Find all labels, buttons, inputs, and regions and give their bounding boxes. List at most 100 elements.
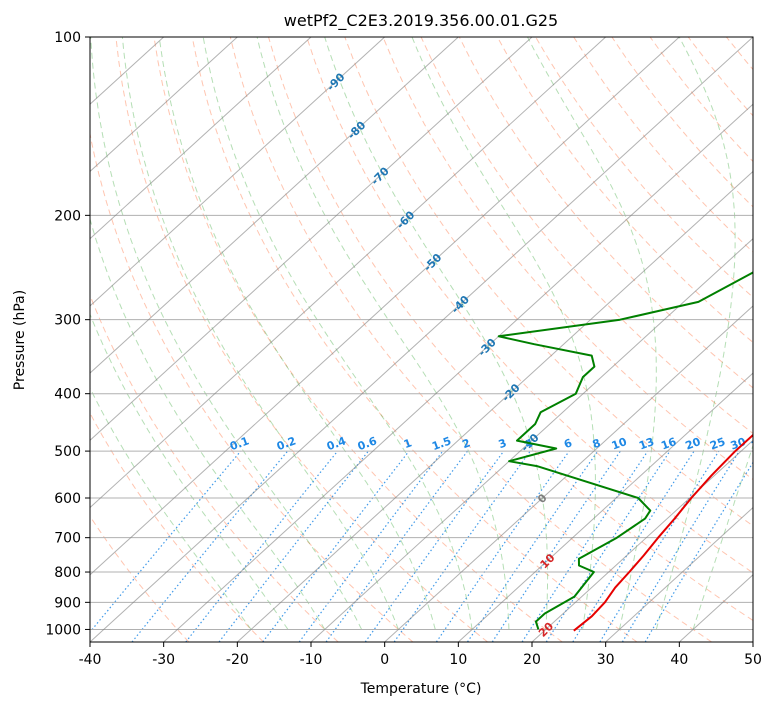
dry-adiabat-line <box>268 37 753 622</box>
moist-adiabat-line <box>90 313 289 630</box>
isotherm-line <box>90 37 533 442</box>
y-tick-label: 800 <box>54 565 81 581</box>
x-tick-label: -30 <box>152 652 175 668</box>
mixing-ratio-line <box>262 450 410 642</box>
isotherm-line <box>90 37 459 374</box>
dry-adiabat-line <box>726 37 753 71</box>
mixing-ratio-label: 2 <box>461 436 473 451</box>
dry-adiabat-line <box>344 37 753 527</box>
mixing-ratio-line <box>298 450 444 642</box>
moist-adiabat-line <box>411 37 596 630</box>
mixing-ratio-label: 13 <box>637 435 656 452</box>
isotherm-line <box>752 641 753 642</box>
mixing-ratio-label: 0.6 <box>356 434 379 453</box>
mixing-ratio-label: 0.4 <box>325 434 348 453</box>
moist-adiabat-line <box>90 217 326 630</box>
moist-adiabat-line <box>202 37 473 630</box>
y-tick-label: 900 <box>54 595 81 611</box>
isotherm-line <box>531 439 753 642</box>
x-tick-label: 10 <box>449 652 467 668</box>
mixing-ratio-label: 3 <box>497 436 509 451</box>
x-tick-label: 40 <box>670 652 688 668</box>
mixing-ratio-label: 36 <box>749 435 768 453</box>
mixing-ratio-line <box>491 450 621 642</box>
x-axis-ticks: -40 -30 -20 -10 0 10 20 30 40 50 <box>79 642 762 668</box>
mixing-ratio-line <box>521 450 649 642</box>
isotherm-line <box>90 37 386 307</box>
grid-lines <box>90 37 753 642</box>
mixing-ratio-label: 0.1 <box>228 434 251 453</box>
mixing-ratio-line <box>572 450 695 642</box>
y-tick-label: 100 <box>54 30 81 46</box>
dry-adiabat-line <box>306 37 753 574</box>
y-tick-label: 400 <box>54 387 81 403</box>
moist-adiabat-line <box>655 37 736 630</box>
mixing-ratio-label: 8 <box>591 436 603 451</box>
x-tick-label: -10 <box>300 652 323 668</box>
isotherm-line <box>605 506 753 642</box>
isotherm-line <box>310 237 753 642</box>
mixing-ratio-label: 0.2 <box>275 434 298 453</box>
x-tick-label: 50 <box>744 652 762 668</box>
y-axis-label: Pressure (hPa) <box>12 290 28 390</box>
moist-adiabat-line <box>90 37 363 630</box>
isotherm-line <box>90 37 753 642</box>
x-tick-label: 20 <box>523 652 541 668</box>
profile-lines <box>497 270 753 632</box>
dry-adiabat-line <box>115 37 488 642</box>
dry-adiabat-line <box>611 37 753 208</box>
mixing-ratio-label: 6 <box>562 436 574 451</box>
dry-adiabat-line <box>90 515 190 642</box>
mixing-ratio-line <box>621 450 740 642</box>
mixing-ratio-line <box>599 450 720 642</box>
dry-adiabat-line <box>649 37 753 163</box>
x-tick-label: 30 <box>597 652 615 668</box>
y-tick-label: 300 <box>54 313 81 329</box>
mixing-ratio-label: 16 <box>659 435 678 453</box>
dry-adiabat-line <box>765 37 775 642</box>
isotherm-line <box>384 305 753 642</box>
mixing-ratio-line <box>218 450 369 642</box>
dry-adiabat-line <box>573 37 753 253</box>
mixing-ratio-line <box>131 450 289 642</box>
y-tick-label: 700 <box>54 531 81 547</box>
mixing-ratio-label: 10 <box>610 435 629 453</box>
moist-adiabat-line <box>256 37 510 630</box>
mixing-ratio-labels: 0.1 0.2 0.4 0.6 1 1.5 2 3 4 6 8 10 13 16 20 25 30 36 <box>228 434 768 453</box>
x-axis-label: Temperature (°C) <box>360 681 482 697</box>
isotherm-line <box>90 37 607 509</box>
dry-adiabat-line <box>420 37 753 435</box>
mixing-ratio-line <box>325 450 468 642</box>
mixing-ratio-label: 20 <box>684 435 703 453</box>
chart-title: wetPf2_C2E3.2019.356.00.01.G25 <box>284 11 558 31</box>
dry-adiabat-line <box>687 37 753 117</box>
dry-adiabat-line <box>153 37 563 642</box>
mixing-ratio-line <box>545 450 671 642</box>
mixing-ratio-label: 25 <box>708 435 727 452</box>
dry-adiabat-line <box>90 412 264 642</box>
isotherm-line <box>90 37 680 576</box>
x-tick-label: -20 <box>226 652 249 668</box>
mixing-ratio-label: 30 <box>729 435 748 453</box>
isotherm-line <box>90 37 238 173</box>
moist-adiabat-line <box>158 37 436 630</box>
moist-adiabat-line <box>692 444 753 630</box>
moist-adiabat-line <box>121 37 399 630</box>
isotherm-line <box>236 170 753 642</box>
dry-adiabat-line <box>382 37 753 481</box>
dry-adiabat-line <box>191 37 638 642</box>
mixing-ratio-line <box>435 450 570 642</box>
moist-adiabat-line <box>324 37 549 630</box>
mixing-ratio-label: 1.5 <box>430 434 453 453</box>
mixing-ratio-line <box>185 450 339 642</box>
mixing-ratio-line <box>90 450 242 633</box>
mixing-ratio-label: 1 <box>402 436 414 451</box>
isotherm-line <box>90 37 312 240</box>
y-tick-label: 600 <box>54 491 81 507</box>
moist-adiabat-line <box>90 387 252 630</box>
mixing-ratio-line <box>466 450 599 642</box>
plot-frame <box>89 36 754 643</box>
dry-adiabat-line <box>90 131 414 642</box>
